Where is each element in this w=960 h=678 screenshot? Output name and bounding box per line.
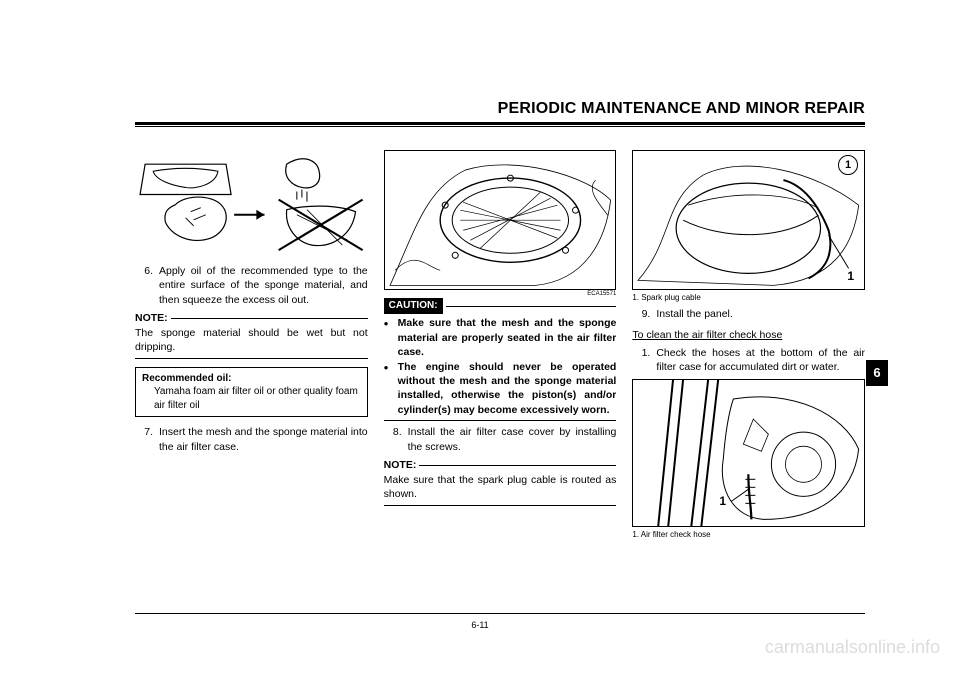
step-6: 6. Apply oil of the recommended type to …	[135, 264, 368, 307]
chapter-thumb-tab: 6	[866, 360, 888, 386]
column-1: 6. Apply oil of the recommended type to …	[135, 150, 368, 608]
caution-label: CAUTION:	[384, 298, 443, 314]
figure-oil-sponge	[135, 150, 368, 260]
page: PERIODIC MAINTENANCE AND MINOR REPAIR 6	[0, 0, 960, 678]
step-9: 9. Install the panel.	[632, 307, 865, 321]
caution-bullet-1: Make sure that the mesh and the sponge m…	[384, 316, 617, 359]
caution-rule	[446, 306, 617, 307]
step-1b-num: 1.	[632, 346, 650, 375]
note-heading: NOTE:	[135, 311, 368, 325]
legend-air-filter-hose: 1. Air filter check hose	[632, 529, 865, 540]
oil-box-body: Yamaha foam air filter oil or other qual…	[142, 385, 361, 412]
note-end-rule	[135, 358, 368, 359]
eca-code: ECA15571	[384, 290, 617, 298]
callout-circle-top: 1	[838, 155, 858, 175]
step-7-text: Insert the mesh and the sponge material …	[159, 425, 368, 454]
note-rule	[171, 318, 368, 319]
air-filter-hose-illustration	[633, 379, 864, 527]
recommended-oil-box: Recommended oil: Yamaha foam air filter …	[135, 367, 368, 418]
step-8: 8. Install the air filter case cover by …	[384, 425, 617, 454]
callout-1-hose: 1	[719, 493, 726, 510]
step-1b-text: Check the hoses at the bottom of the air…	[656, 346, 865, 375]
figure-air-filter-case	[384, 150, 617, 290]
note-text: The sponge material should be wet but no…	[135, 326, 368, 355]
step-7-num: 7.	[135, 425, 153, 454]
step-6-num: 6.	[135, 264, 153, 307]
oil-box-title: Recommended oil:	[142, 372, 361, 386]
legend-spark-plug: 1. Spark plug cable	[632, 292, 865, 303]
step-1b: 1. Check the hoses at the bottom of the …	[632, 346, 865, 375]
subheading-clean-hose: To clean the air filter check hose	[632, 328, 865, 342]
oil-sponge-illustration	[135, 150, 368, 261]
header-rule	[135, 122, 865, 127]
note2-label: NOTE:	[384, 458, 417, 472]
note2-text: Make sure that the spark plug cable is r…	[384, 473, 617, 502]
caution-end-rule	[384, 420, 617, 421]
step-9-num: 9.	[632, 307, 650, 321]
note2-rule	[419, 465, 616, 466]
footer-rule	[135, 613, 865, 614]
page-number: 6-11	[0, 620, 960, 630]
step-8-text: Install the air filter case cover by ins…	[408, 425, 617, 454]
step-9-text: Install the panel.	[656, 307, 865, 321]
watermark: carmanualsonline.info	[765, 637, 940, 658]
step-7: 7. Insert the mesh and the sponge materi…	[135, 425, 368, 454]
note2-end-rule	[384, 505, 617, 506]
step-6-text: Apply oil of the recommended type to the…	[159, 264, 368, 307]
spark-plug-cable-illustration	[633, 150, 864, 290]
figure-air-filter-hose: 1	[632, 379, 865, 527]
caution-bullets: Make sure that the mesh and the sponge m…	[384, 316, 617, 417]
air-filter-case-illustration	[385, 150, 616, 290]
page-title: PERIODIC MAINTENANCE AND MINOR REPAIR	[498, 100, 865, 118]
caution-bullet-2: The engine should never be operated with…	[384, 360, 617, 418]
column-2: ECA15571 CAUTION: Make sure that the mes…	[384, 150, 617, 608]
figure-spark-plug-cable: 1 1	[632, 150, 865, 290]
step-8-num: 8.	[384, 425, 402, 454]
callout-1-bottom: 1	[847, 268, 854, 285]
content-columns: 6. Apply oil of the recommended type to …	[135, 150, 865, 608]
note-label: NOTE:	[135, 311, 168, 325]
column-3: 1 1 1. Spark plug cable 9. Install the p…	[632, 150, 865, 608]
note2-heading: NOTE:	[384, 458, 617, 472]
caution-heading: CAUTION:	[384, 298, 617, 314]
